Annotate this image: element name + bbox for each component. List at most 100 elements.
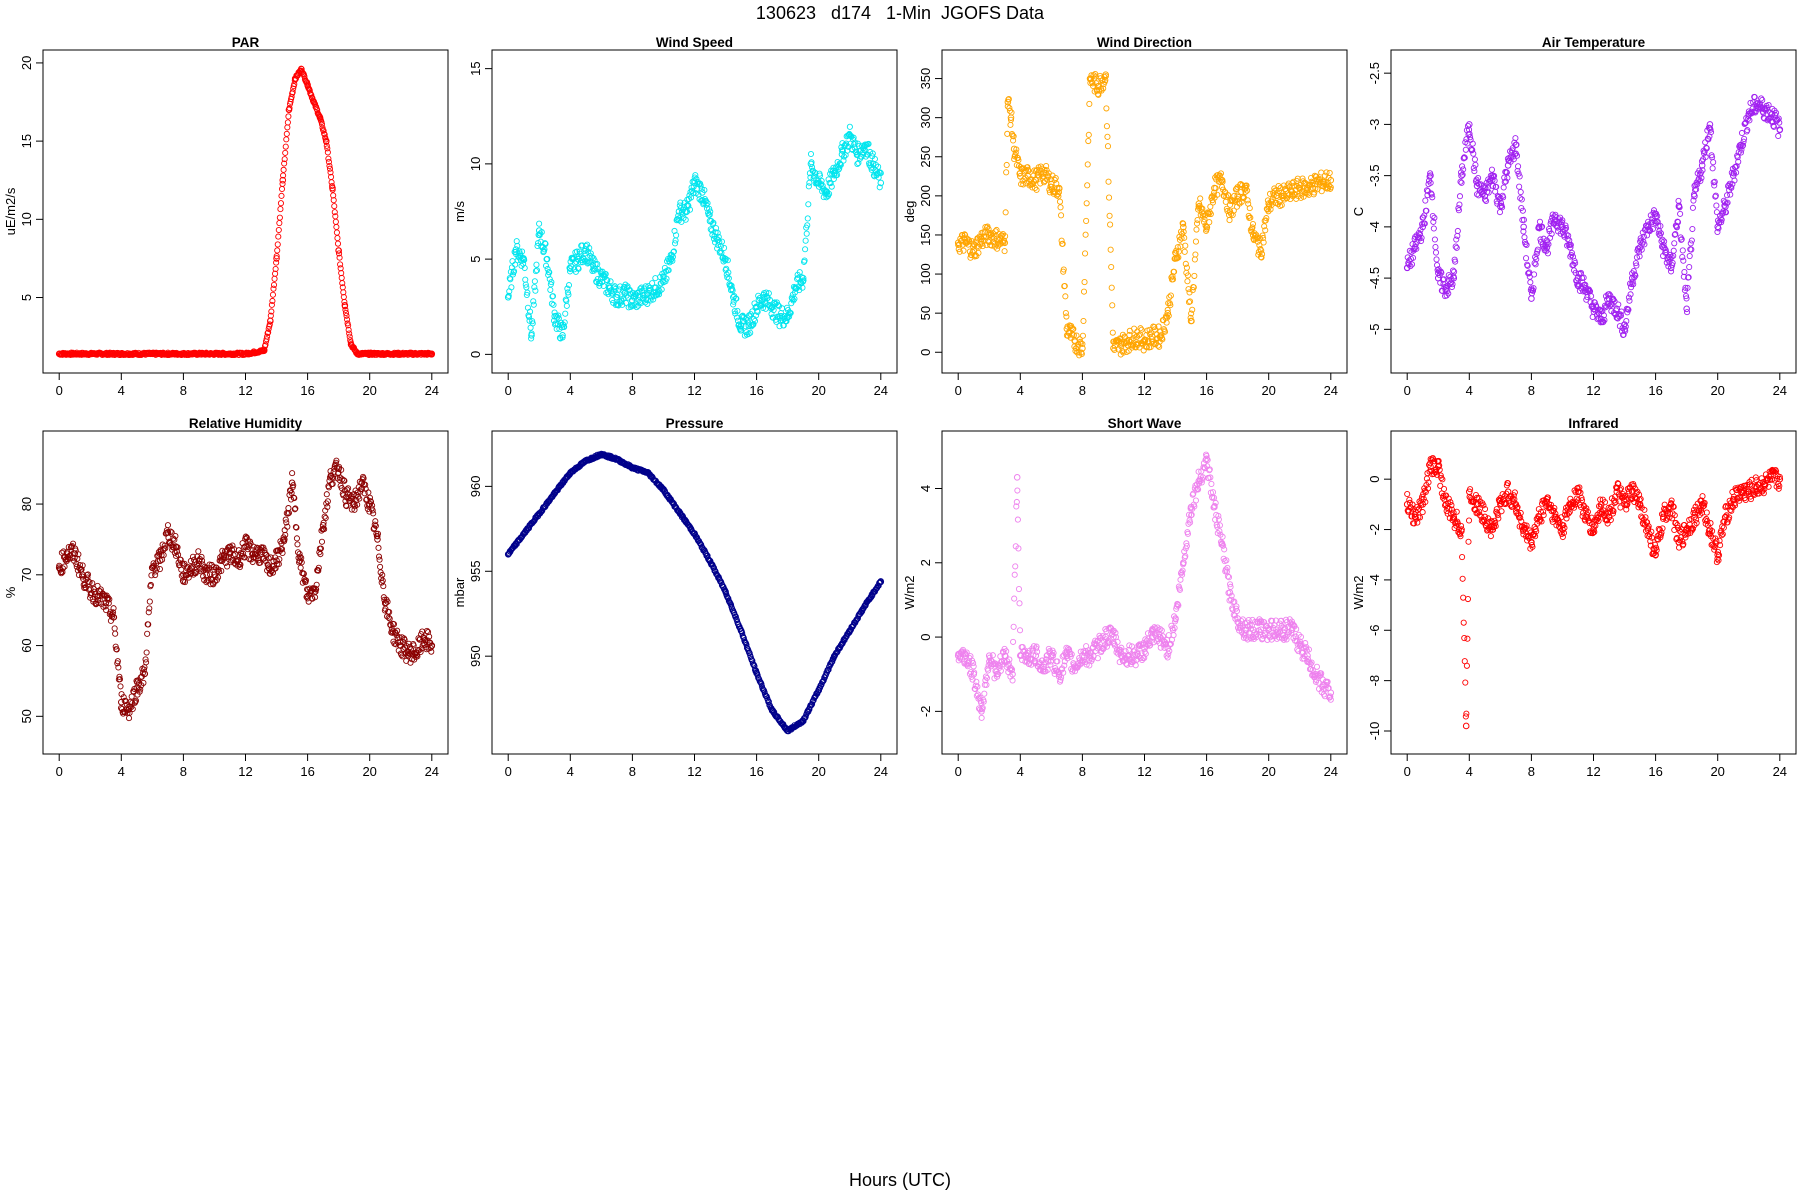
data-point bbox=[1776, 119, 1783, 126]
data-point bbox=[294, 541, 301, 548]
data-point bbox=[658, 286, 665, 293]
data-point bbox=[527, 308, 534, 315]
data-point bbox=[199, 557, 206, 564]
data-point bbox=[1143, 344, 1150, 351]
data-point bbox=[1410, 254, 1417, 261]
data-point bbox=[1184, 278, 1191, 285]
data-point bbox=[1674, 218, 1681, 225]
data-point bbox=[302, 577, 310, 584]
data-point bbox=[1433, 256, 1440, 263]
x-tick-label: 4 bbox=[567, 383, 574, 398]
data-point bbox=[371, 521, 378, 528]
data-point bbox=[1711, 178, 1718, 185]
data-point bbox=[1735, 158, 1742, 165]
data-point bbox=[1010, 133, 1017, 140]
data-point bbox=[84, 571, 92, 578]
data-point bbox=[1426, 173, 1433, 180]
data-point bbox=[747, 329, 754, 336]
data-point bbox=[428, 643, 435, 650]
data-point bbox=[561, 319, 568, 326]
data-point bbox=[1085, 137, 1092, 145]
data-point bbox=[1472, 161, 1479, 169]
data-point bbox=[272, 270, 279, 277]
data-point bbox=[1084, 161, 1091, 168]
data-point bbox=[323, 491, 330, 498]
series-points bbox=[504, 132, 885, 339]
x-tick-label: 12 bbox=[238, 764, 252, 779]
data-point bbox=[341, 303, 348, 310]
data-point bbox=[1723, 192, 1731, 199]
data-point bbox=[1713, 209, 1720, 216]
data-point bbox=[1107, 246, 1114, 253]
data-point bbox=[544, 265, 551, 273]
data-point bbox=[1709, 165, 1716, 172]
data-point bbox=[1733, 169, 1740, 176]
data-point bbox=[1689, 204, 1696, 211]
data-point bbox=[1663, 249, 1670, 256]
data-point bbox=[283, 136, 290, 143]
data-point bbox=[1079, 340, 1086, 348]
data-point bbox=[1015, 586, 1023, 593]
data-point bbox=[1537, 236, 1544, 243]
data-point bbox=[279, 180, 286, 187]
data-point bbox=[328, 179, 335, 186]
data-point bbox=[1188, 310, 1195, 317]
data-point bbox=[1690, 197, 1697, 204]
data-point bbox=[1559, 217, 1566, 224]
data-point bbox=[538, 229, 545, 236]
data-point bbox=[274, 247, 281, 254]
data-point bbox=[531, 284, 538, 291]
data-point bbox=[265, 562, 272, 569]
data-point bbox=[542, 262, 550, 269]
data-point bbox=[530, 298, 537, 305]
data-point bbox=[390, 621, 398, 628]
data-point bbox=[622, 299, 630, 307]
data-point bbox=[607, 278, 614, 285]
y-tick-label: -4 bbox=[1367, 221, 1382, 233]
data-point bbox=[1421, 220, 1428, 227]
data-point bbox=[142, 656, 149, 663]
data-point bbox=[1405, 261, 1412, 268]
data-point bbox=[1060, 266, 1067, 273]
data-point bbox=[670, 248, 678, 255]
data-point bbox=[1654, 213, 1661, 220]
data-point bbox=[532, 287, 539, 294]
data-point bbox=[1497, 199, 1505, 207]
data-point bbox=[1713, 202, 1720, 209]
data-point bbox=[652, 275, 659, 282]
data-point bbox=[1191, 272, 1198, 279]
data-point bbox=[985, 226, 992, 233]
data-point bbox=[1430, 225, 1437, 232]
data-point bbox=[1204, 209, 1211, 216]
data-point bbox=[312, 594, 319, 601]
data-point bbox=[1061, 282, 1068, 290]
data-point bbox=[796, 269, 803, 276]
x-tick-label: 24 bbox=[1324, 764, 1338, 779]
data-point bbox=[321, 526, 328, 533]
data-point bbox=[759, 300, 766, 307]
data-point bbox=[1615, 301, 1622, 308]
data-point bbox=[331, 209, 338, 216]
data-point bbox=[1191, 256, 1198, 263]
data-point bbox=[181, 560, 188, 567]
data-point bbox=[95, 596, 102, 604]
data-point bbox=[1744, 116, 1751, 123]
data-point bbox=[1611, 298, 1618, 305]
data-point bbox=[671, 240, 679, 247]
data-point bbox=[837, 161, 844, 169]
data-point bbox=[1185, 299, 1193, 306]
data-point bbox=[807, 150, 815, 158]
data-point bbox=[107, 617, 114, 624]
data-point bbox=[1058, 237, 1065, 244]
data-point bbox=[1671, 240, 1678, 247]
series-points bbox=[55, 65, 436, 358]
data-point bbox=[1458, 172, 1465, 179]
data-point bbox=[551, 309, 558, 316]
data-point bbox=[827, 180, 834, 187]
data-point bbox=[1412, 233, 1419, 240]
data-point bbox=[105, 600, 112, 607]
data-point bbox=[1005, 96, 1012, 103]
data-point bbox=[290, 482, 297, 489]
